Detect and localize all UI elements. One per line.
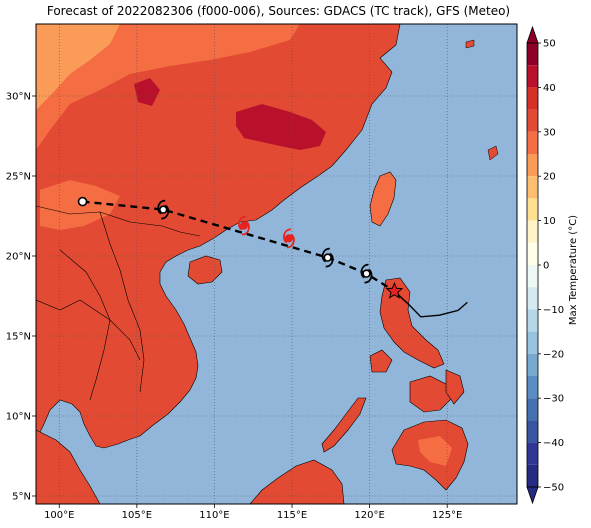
current-cyclone-icon: [282, 228, 295, 249]
mindoro-land: [369, 349, 393, 373]
colorbar-tick-label: 30: [543, 127, 556, 138]
colorbar-tick-label: −10: [543, 305, 564, 316]
warm-region-north: [36, 24, 300, 150]
lat-tick-label: 5°N: [12, 492, 31, 503]
lon-tick-label: 110°E: [199, 510, 229, 521]
luzon-land: [379, 277, 445, 369]
small-island: [465, 39, 475, 49]
colorbar-bottom-arrow: [526, 486, 539, 505]
lat-tick-label: 25°N: [6, 172, 31, 183]
colorbar-level: [527, 198, 538, 221]
gridlines: [36, 24, 517, 504]
colorbar-top-arrow: [526, 25, 539, 44]
colorbar-level: [527, 65, 538, 88]
colorbar-label: Max Temperature (°C): [568, 215, 579, 325]
country-border: [36, 205, 201, 401]
mindanao-hot-region: [418, 436, 452, 466]
lat-tick-label: 30°N: [6, 92, 31, 103]
colorbar-tick-label: 40: [543, 83, 556, 94]
forecast-cyclone-icon: [321, 247, 334, 268]
colorbar-tick-label: 0: [543, 261, 549, 272]
colorbar-tick-label: −20: [543, 349, 564, 360]
colorbar-level: [527, 265, 538, 288]
colorbar-tick-label: 20: [543, 172, 556, 183]
colorbar: 50 40 30 20 10 0 −10 −20 −30 −40 −50: [526, 25, 564, 505]
colorbar-level: [527, 376, 538, 399]
cool-region-northwest: [36, 24, 120, 110]
lat-tick-label: 20°N: [6, 252, 31, 263]
colorbar-level: [527, 442, 538, 465]
map-title: Forecast of 2022082306 (f000-006), Sourc…: [46, 4, 511, 18]
colorbar-level: [527, 420, 538, 443]
cyclone-track: [77, 196, 468, 318]
colorbar-level: [527, 242, 538, 265]
colorbar-level: [527, 398, 538, 421]
map-frame: [35, 23, 518, 505]
forecast-cyclone-icon: [157, 199, 170, 220]
current-position-star-icon: [385, 281, 404, 299]
colorbar-level: [527, 353, 538, 376]
forecast-cyclone-icon: [360, 263, 373, 284]
hainan-land: [187, 255, 223, 285]
colorbar-level: [527, 220, 538, 243]
colorbar-level: [527, 131, 538, 154]
lon-tick-label: 100°E: [44, 510, 74, 521]
colorbar-level: [527, 309, 538, 332]
lon-tick-label: 125°E: [432, 510, 462, 521]
colorbar-level: [527, 154, 538, 177]
hot-region-north: [134, 78, 160, 106]
colorbar-tick-label: 50: [543, 39, 556, 50]
past-track-line: [393, 290, 468, 318]
lon-tick-label: 105°E: [122, 510, 152, 521]
colorbar-level: [527, 43, 538, 66]
colorbar-level: [527, 464, 538, 487]
colorbar-level: [527, 176, 538, 199]
current-cyclone-icon: [237, 215, 250, 236]
colorbar-tick-label: 10: [543, 216, 556, 227]
lat-tick-label: 15°N: [6, 332, 31, 343]
borneo-land: [249, 459, 345, 504]
colorbar-tick-label: −40: [543, 438, 564, 449]
lat-tick-label: 10°N: [6, 412, 31, 423]
colorbar-title: Max Temperature (°C): [568, 215, 579, 325]
peninsula-land: [36, 429, 101, 504]
visayas-land: [409, 375, 453, 413]
lon-tick-label: 120°E: [354, 510, 384, 521]
colorbar-tick-label: −30: [543, 394, 564, 405]
hot-region-central: [236, 104, 326, 150]
colorbar-level: [527, 331, 538, 354]
track-start-marker: [77, 196, 88, 207]
colorbar-level: [527, 109, 538, 132]
axis-ticks: 100°E 105°E 110°E 115°E 120°E 125°E 5°N 10°N 15°…: [6, 92, 463, 522]
samar-land: [445, 369, 465, 405]
colorbar-level: [527, 87, 538, 110]
colorbar-level: [527, 287, 538, 310]
lon-tick-label: 115°E: [277, 510, 307, 521]
small-island: [487, 145, 499, 161]
palawan-land: [321, 397, 367, 453]
colorbar-tick-label: −50: [543, 483, 564, 494]
